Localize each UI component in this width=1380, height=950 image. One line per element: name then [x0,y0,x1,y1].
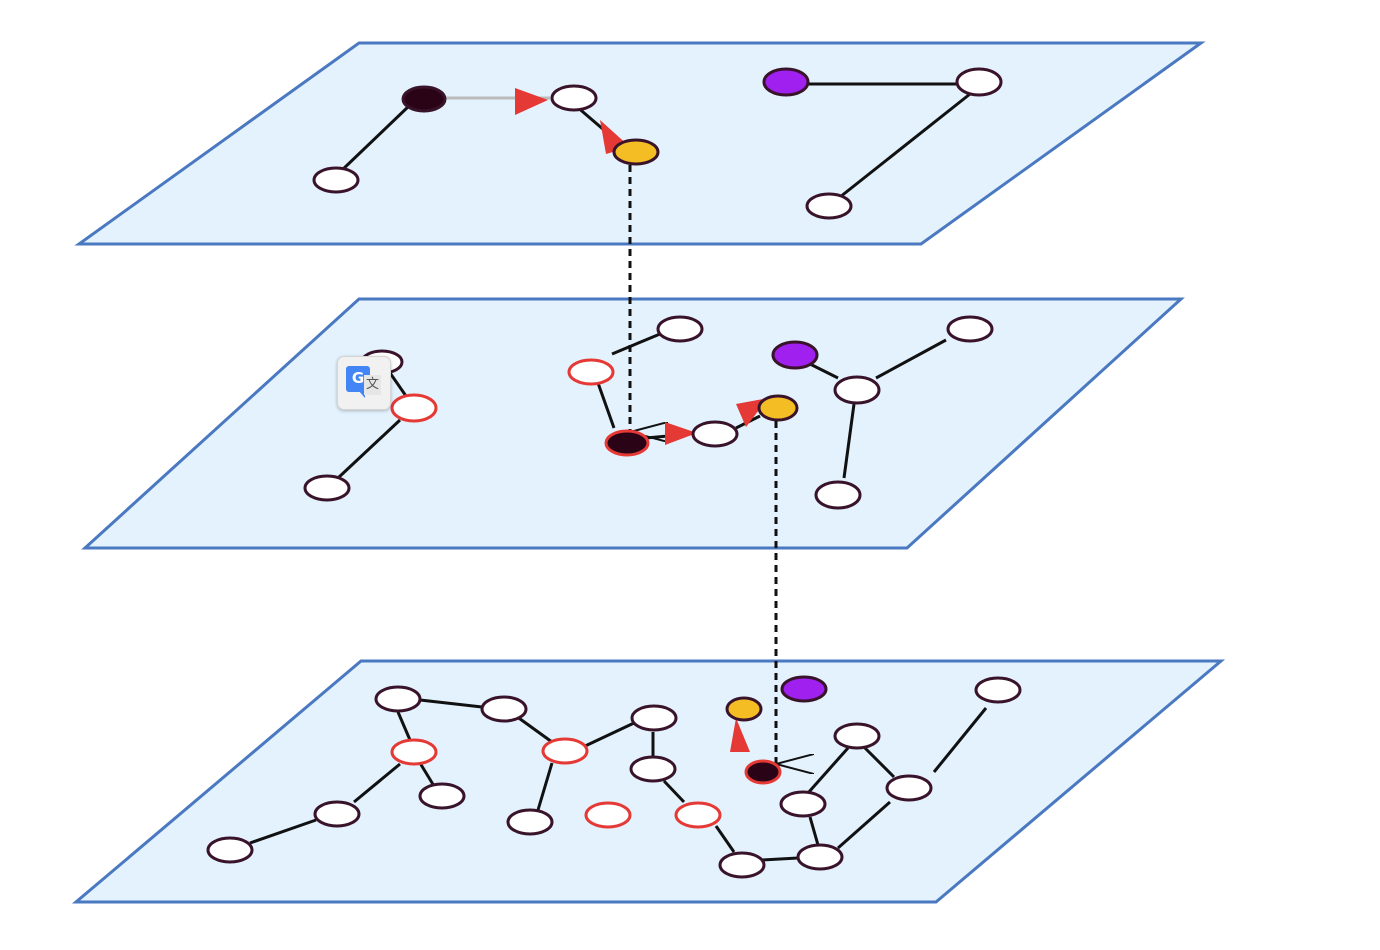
visited-node [390,738,438,766]
graph-node [506,808,554,836]
graph-node [374,685,422,713]
search-arrow-icon [730,718,750,752]
graph-node [955,67,1003,97]
graph-node [630,704,678,732]
search-arrow-icon [515,88,548,115]
translate-wen-glyph: 文 [364,375,381,395]
graph-node [833,722,881,750]
target-node [757,394,799,422]
graph-node [796,843,844,871]
translate-tail [358,390,365,398]
graph-node [691,420,739,448]
visited-node [390,393,438,423]
graph-node [206,836,254,864]
graph-node [550,84,598,112]
query-node-purple [762,67,810,97]
visited-node [567,358,615,386]
graph-node [313,800,361,828]
graph-node [885,774,933,802]
entry-node [744,759,782,785]
target-node [612,138,660,166]
graph-node [974,676,1022,704]
query-node-purple [771,340,819,370]
target-node [725,696,763,722]
query-node-purple [780,675,828,703]
graph-node [779,790,827,818]
entry-node [604,429,650,457]
bottom-layer-search-arrows [730,718,750,752]
search-arrow-icon [665,422,697,445]
graph-node [833,375,881,405]
bottom-layer-nodes [206,675,1022,879]
visited-node [674,801,722,829]
graph-node [805,192,853,220]
graph-node [312,166,360,194]
graph-node [480,695,528,723]
bottom-layer-edges [249,698,988,862]
graph-node [418,782,466,810]
visited-node [584,801,632,829]
google-translate-icon[interactable]: G 文 [337,356,391,410]
middle-layer-plane [81,297,1185,550]
top-layer-nodes [312,67,1003,220]
graph-node [656,315,704,343]
graph-node [814,480,862,510]
graph-node [946,315,994,343]
top-layer-edges [338,82,971,199]
graph-node [718,851,766,879]
graph-node [303,474,351,502]
visited-node [541,737,589,765]
entry-node [401,85,447,113]
graph-node [629,755,677,783]
